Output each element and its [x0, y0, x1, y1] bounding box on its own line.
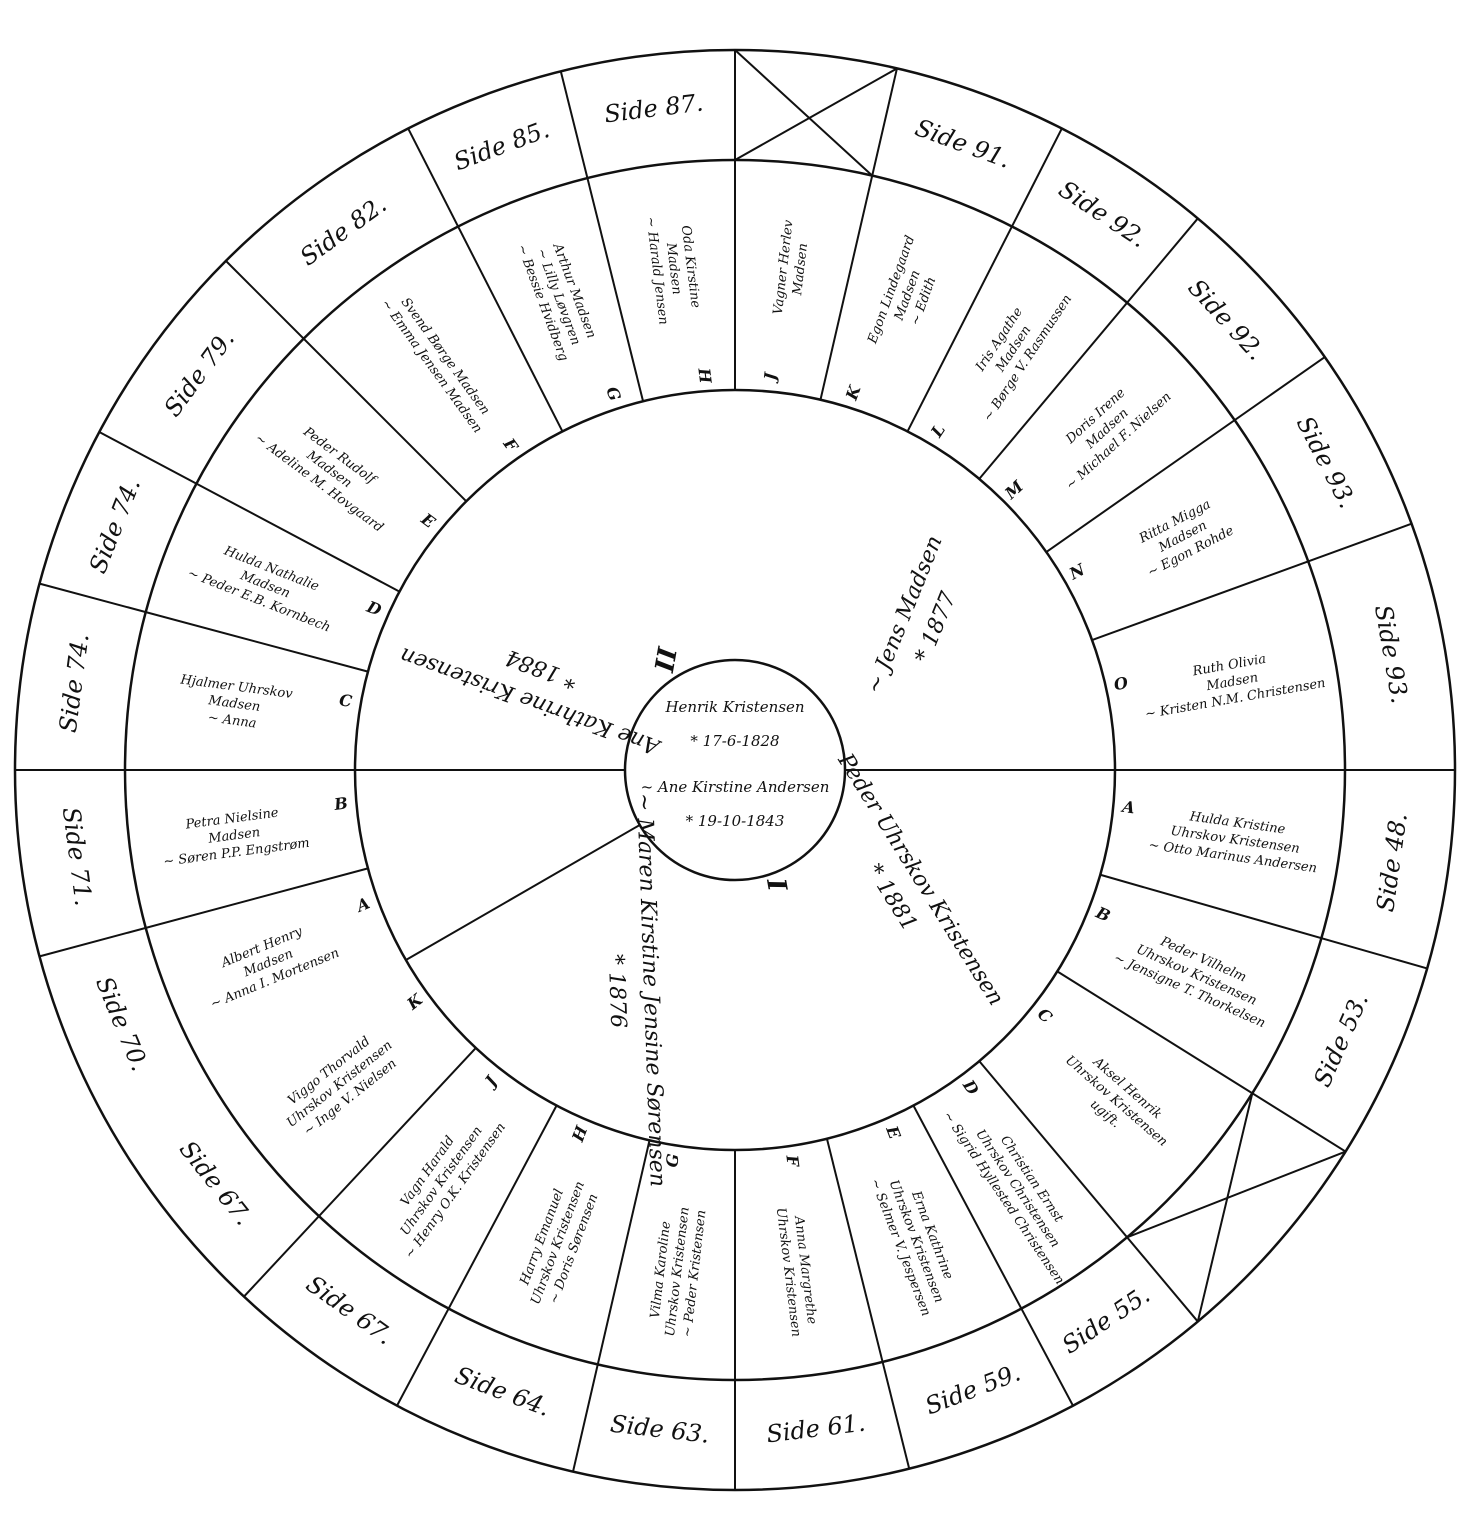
- ancestor-line: * 17-6-1828: [690, 732, 779, 750]
- ancestor-line: Henrik Kristensen: [664, 698, 804, 716]
- ancestor-line: ~ Ane Kirstine Andersen: [641, 778, 830, 796]
- spouse-line: * 1876: [603, 954, 631, 1029]
- ancestor-line: * 19-10-1843: [686, 812, 785, 830]
- letter: B: [332, 793, 349, 814]
- letter: H: [694, 366, 715, 385]
- background: [0, 0, 1479, 1534]
- family-wheel: Hulda KristineUhrskov Kristensen~ Otto M…: [0, 0, 1479, 1534]
- page: Hulda KristineUhrskov Kristensen~ Otto M…: [0, 0, 1479, 1534]
